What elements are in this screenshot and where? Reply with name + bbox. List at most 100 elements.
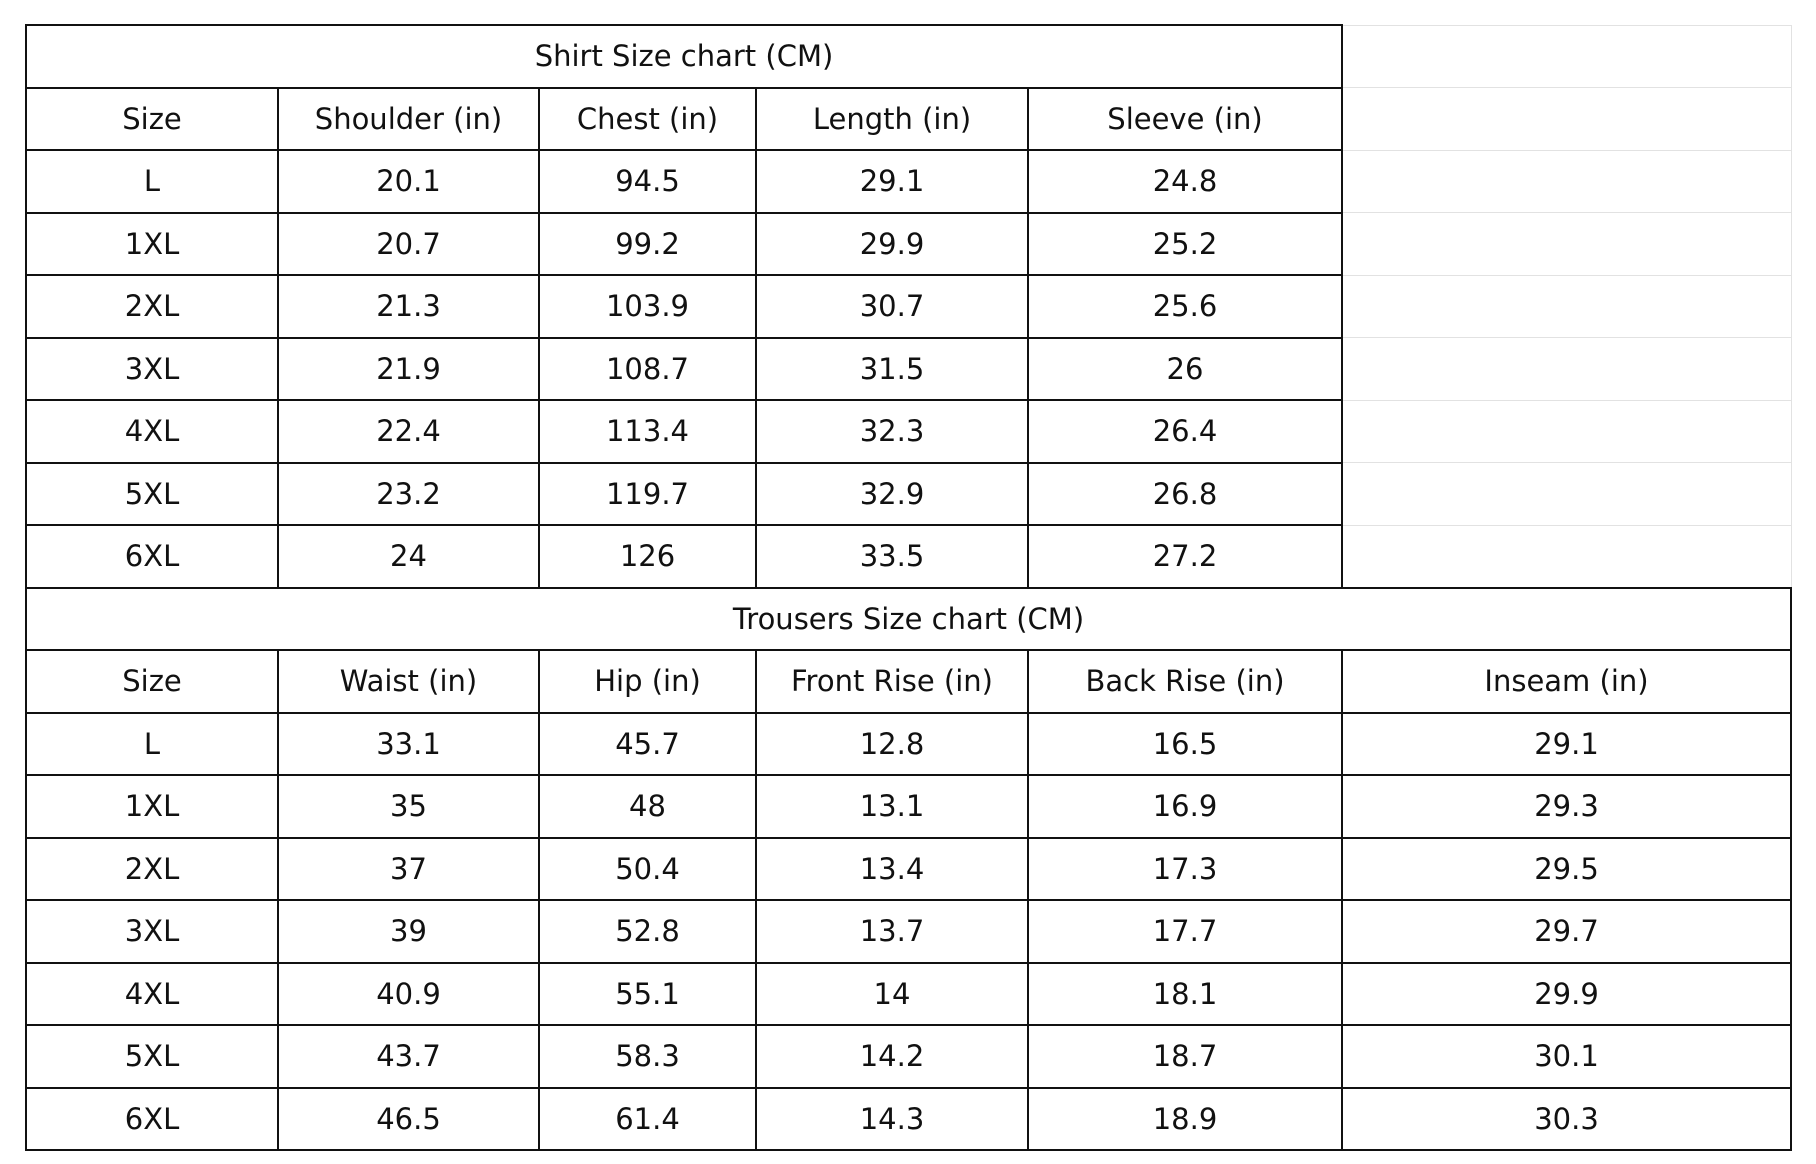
measurement-cell: 99.2 <box>538 211 757 276</box>
table-row: L 33.1 45.7 12.8 16.5 29.1 <box>25 711 1792 776</box>
measurement-cell: 48 <box>538 774 757 839</box>
size-cell: 3XL <box>25 336 279 401</box>
size-cell: 2XL <box>25 836 279 901</box>
empty-cell <box>1341 274 1792 338</box>
measurement-cell: 18.1 <box>1027 961 1343 1026</box>
size-cell: L <box>25 149 279 214</box>
measurement-cell: 13.7 <box>755 899 1029 964</box>
measurement-cell: 103.9 <box>538 274 757 339</box>
table-row: 5XL 23.2 119.7 32.9 26.8 <box>25 461 1792 526</box>
measurement-cell: 17.3 <box>1027 836 1343 901</box>
measurement-cell: 16.5 <box>1027 711 1343 776</box>
measurement-cell: 35 <box>277 774 540 839</box>
measurement-cell: 30.1 <box>1341 1024 1792 1089</box>
measurement-cell: 30.3 <box>1341 1086 1792 1151</box>
measurement-cell: 29.9 <box>1341 961 1792 1026</box>
measurement-cell: 43.7 <box>277 1024 540 1089</box>
table-row: L 20.1 94.5 29.1 24.8 <box>25 149 1792 214</box>
table-row: 4XL 40.9 55.1 14 18.1 29.9 <box>25 961 1792 1026</box>
measurement-cell: 46.5 <box>277 1086 540 1151</box>
measurement-cell: 18.7 <box>1027 1024 1343 1089</box>
measurement-cell: 25.2 <box>1027 211 1343 276</box>
measurement-cell: 21.9 <box>277 336 540 401</box>
measurement-cell: 17.7 <box>1027 899 1343 964</box>
column-header: Sleeve (in) <box>1027 86 1343 151</box>
measurement-cell: 32.3 <box>755 399 1029 464</box>
measurement-cell: 108.7 <box>538 336 757 401</box>
table-row: 2XL 21.3 103.9 30.7 25.6 <box>25 274 1792 339</box>
size-cell: 2XL <box>25 274 279 339</box>
size-cell: 4XL <box>25 399 279 464</box>
measurement-cell: 24 <box>277 524 540 589</box>
empty-cell <box>1341 399 1792 463</box>
measurement-cell: 20.1 <box>277 149 540 214</box>
column-header: Hip (in) <box>538 649 757 714</box>
measurement-cell: 22.4 <box>277 399 540 464</box>
measurement-cell: 37 <box>277 836 540 901</box>
measurement-cell: 113.4 <box>538 399 757 464</box>
trousers-header-row: Size Waist (in) Hip (in) Front Rise (in) Bac… <box>25 649 1792 714</box>
table-row: 1XL 20.7 99.2 29.9 25.2 <box>25 211 1792 276</box>
measurement-cell: 29.9 <box>755 211 1029 276</box>
measurement-cell: 126 <box>538 524 757 589</box>
shirt-header-row: Size Shoulder (in) Chest (in) Length (in) Sl… <box>25 86 1792 151</box>
column-header: Back Rise (in) <box>1027 649 1343 714</box>
table-row: 3XL 39 52.8 13.7 17.7 29.7 <box>25 899 1792 964</box>
column-header: Size <box>25 86 279 151</box>
measurement-cell: 94.5 <box>538 149 757 214</box>
measurement-cell: 14 <box>755 961 1029 1026</box>
measurement-cell: 32.9 <box>755 461 1029 526</box>
measurement-cell: 29.7 <box>1341 899 1792 964</box>
empty-cell <box>1341 462 1792 526</box>
measurement-cell: 29.1 <box>755 149 1029 214</box>
measurement-cell: 29.1 <box>1341 711 1792 776</box>
measurement-cell: 24.8 <box>1027 149 1343 214</box>
measurement-cell: 33.1 <box>277 711 540 776</box>
measurement-cell: 12.8 <box>755 711 1029 776</box>
table-row: 5XL 43.7 58.3 14.2 18.7 30.1 <box>25 1024 1792 1089</box>
measurement-cell: 29.5 <box>1341 836 1792 901</box>
shirt-title-row: Shirt Size chart (CM) <box>25 24 1792 89</box>
measurement-cell: 119.7 <box>538 461 757 526</box>
measurement-cell: 50.4 <box>538 836 757 901</box>
measurement-cell: 14.2 <box>755 1024 1029 1089</box>
measurement-cell: 39 <box>277 899 540 964</box>
measurement-cell: 61.4 <box>538 1086 757 1151</box>
measurement-cell: 27.2 <box>1027 524 1343 589</box>
measurement-cell: 45.7 <box>538 711 757 776</box>
measurement-cell: 33.5 <box>755 524 1029 589</box>
measurement-cell: 55.1 <box>538 961 757 1026</box>
column-header: Chest (in) <box>538 86 757 151</box>
measurement-cell: 20.7 <box>277 211 540 276</box>
table-row: 6XL 46.5 61.4 14.3 18.9 30.3 <box>25 1086 1792 1151</box>
size-cell: 1XL <box>25 774 279 839</box>
size-cell: 5XL <box>25 461 279 526</box>
measurement-cell: 23.2 <box>277 461 540 526</box>
table-row: 1XL 35 48 13.1 16.9 29.3 <box>25 774 1792 839</box>
measurement-cell: 13.1 <box>755 774 1029 839</box>
size-cell: 3XL <box>25 899 279 964</box>
measurement-cell: 21.3 <box>277 274 540 339</box>
measurement-cell: 31.5 <box>755 336 1029 401</box>
column-header: Size <box>25 649 279 714</box>
measurement-cell: 26 <box>1027 336 1343 401</box>
empty-cell <box>1341 524 1792 588</box>
measurement-cell: 58.3 <box>538 1024 757 1089</box>
trousers-title-row: Trousers Size chart (CM) <box>25 586 1792 651</box>
measurement-cell: 30.7 <box>755 274 1029 339</box>
table-row: 6XL 24 126 33.5 27.2 <box>25 524 1792 589</box>
size-cell: L <box>25 711 279 776</box>
empty-cell <box>1341 24 1792 88</box>
measurement-cell: 16.9 <box>1027 774 1343 839</box>
column-header: Length (in) <box>755 86 1029 151</box>
table-row: 3XL 21.9 108.7 31.5 26 <box>25 336 1792 401</box>
measurement-cell: 52.8 <box>538 899 757 964</box>
measurement-cell: 26.8 <box>1027 461 1343 526</box>
empty-cell <box>1341 212 1792 276</box>
table-row: 2XL 37 50.4 13.4 17.3 29.5 <box>25 836 1792 901</box>
empty-cell <box>1341 87 1792 151</box>
size-cell: 5XL <box>25 1024 279 1089</box>
table-row: 4XL 22.4 113.4 32.3 26.4 <box>25 399 1792 464</box>
size-chart-body: Shirt Size chart (CM) Size Shoulder (in) Ch… <box>25 24 1792 1151</box>
column-header: Front Rise (in) <box>755 649 1029 714</box>
